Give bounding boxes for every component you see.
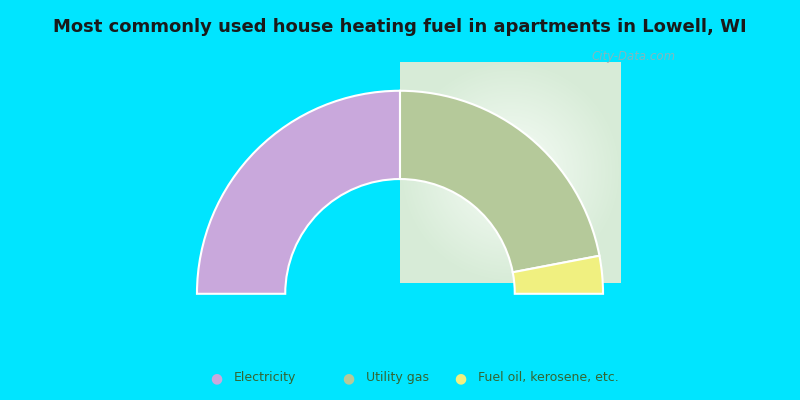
Text: ●: ● (454, 371, 466, 385)
Text: City-Data.com: City-Data.com (591, 50, 675, 63)
Wedge shape (513, 256, 603, 294)
Text: Electricity: Electricity (234, 372, 296, 384)
Text: ●: ● (210, 371, 222, 385)
Text: Fuel oil, kerosene, etc.: Fuel oil, kerosene, etc. (478, 372, 618, 384)
Wedge shape (400, 91, 599, 272)
Text: Most commonly used house heating fuel in apartments in Lowell, WI: Most commonly used house heating fuel in… (53, 18, 747, 36)
Wedge shape (197, 91, 400, 294)
Text: ●: ● (342, 371, 354, 385)
Text: Utility gas: Utility gas (366, 372, 429, 384)
